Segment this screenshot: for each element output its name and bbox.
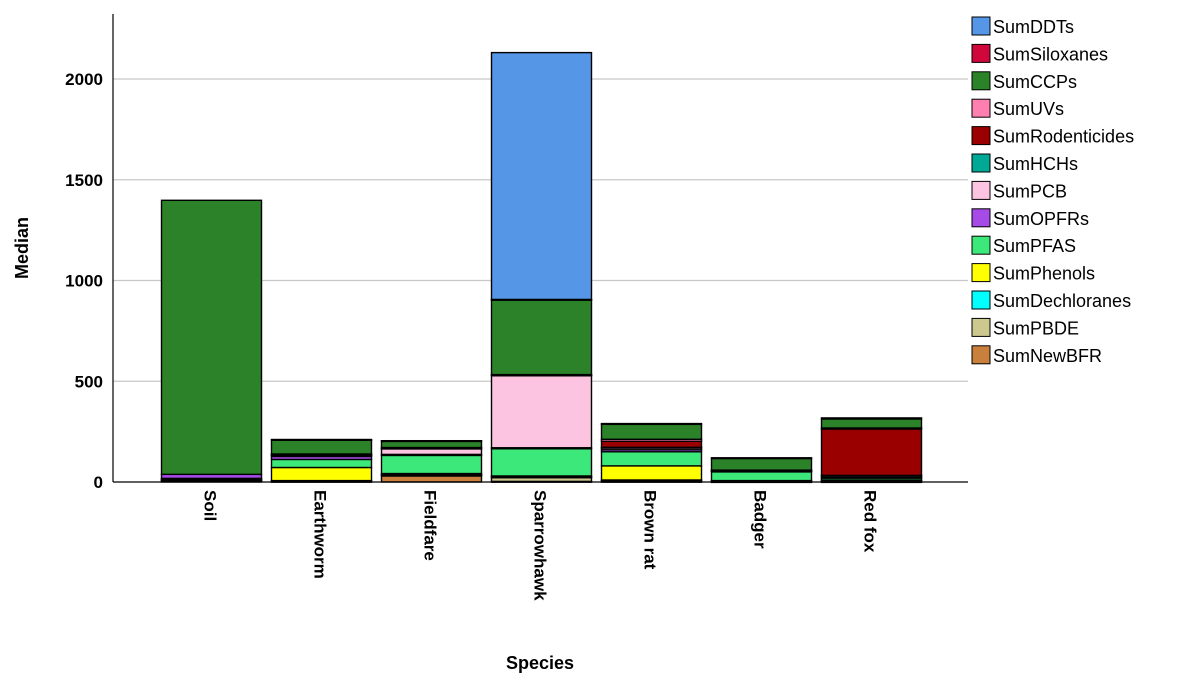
- bar-segment-sumphenols: [270, 466, 373, 482]
- legend-swatch: [971, 235, 991, 255]
- bar-segment-sumsiloxanes: [710, 457, 813, 460]
- legend-item: SumPhenols: [971, 263, 1095, 284]
- bar-segment-sumsiloxanes: [380, 439, 483, 443]
- legend-swatch: [971, 208, 991, 228]
- legend-item: SumOPFRs: [971, 208, 1089, 229]
- legend-swatch: [971, 317, 991, 337]
- x-category-labels: Soil Earthworm Fieldfare Sparrowhawk Brown r…: [201, 490, 880, 601]
- legend-label: SumSiloxanes: [993, 44, 1108, 64]
- legend-item: SumPCB: [971, 180, 1067, 201]
- x-axis-title: Species: [506, 653, 574, 673]
- y-tick-label: 500: [75, 372, 103, 391]
- legend-item: SumPFAS: [971, 235, 1076, 256]
- legend-label: SumPCB: [993, 181, 1067, 201]
- legend-swatch: [971, 16, 991, 36]
- bar-segment-sumpfas: [490, 448, 593, 477]
- bar-segment-sumrodenticides: [600, 440, 703, 449]
- legend-swatch: [971, 98, 991, 118]
- legend-label: SumNewBFR: [993, 346, 1102, 366]
- legend-label: SumOPFRs: [993, 209, 1089, 229]
- legend-swatch: [971, 180, 991, 200]
- bar-segment-sumccps: [820, 418, 923, 429]
- legend-label: SumDechloranes: [993, 291, 1131, 311]
- x-category-label: Brown rat: [641, 490, 660, 570]
- x-category-label: Sparrowhawk: [531, 490, 550, 601]
- y-tick-label: 1000: [65, 272, 103, 291]
- y-tick-label: 2000: [65, 70, 103, 89]
- bars: [160, 51, 923, 484]
- y-tick-label: 0: [94, 473, 103, 492]
- bar-segment-sumccps: [600, 423, 703, 440]
- legend-label: SumUVs: [993, 99, 1064, 119]
- legend-label: SumRodenticides: [993, 127, 1134, 147]
- y-tick-labels: 0 500 1000 1500 2000: [65, 70, 103, 492]
- bar-segment-sumpcb: [490, 374, 593, 449]
- bar-segment-sumddts: [490, 51, 593, 301]
- legend-swatch: [971, 153, 991, 173]
- legend-label: SumHCHs: [993, 154, 1078, 174]
- legend-item: SumCCPs: [971, 71, 1077, 92]
- legend-label: SumCCPs: [993, 72, 1077, 92]
- legend-swatch: [971, 126, 991, 146]
- bar-segment-sumpfas: [270, 458, 373, 469]
- legend-item: SumPBDE: [971, 317, 1079, 338]
- legend-label: SumPFAS: [993, 236, 1076, 256]
- legend-item: SumDDTs: [971, 16, 1074, 37]
- bar-segment-sumpfas: [380, 454, 483, 475]
- legend-item: SumUVs: [971, 98, 1064, 119]
- legend-item: SumRodenticides: [971, 126, 1134, 147]
- y-tick-label: 1500: [65, 171, 103, 190]
- legend-swatch: [971, 263, 991, 283]
- y-axis-title: Median: [12, 217, 32, 279]
- legend-label: SumPBDE: [993, 318, 1079, 338]
- bar-segment-sumccps: [270, 439, 373, 455]
- bar-segment-sumpfas: [600, 451, 703, 467]
- bar-segment-sumrodenticides: [820, 428, 923, 477]
- legend-item: SumHCHs: [971, 153, 1078, 174]
- legend-label: SumPhenols: [993, 264, 1095, 284]
- bar-segment-sumccps: [160, 199, 263, 476]
- bar-segment-sumnewbfr: [380, 475, 483, 483]
- bar-segment-sumphenols: [600, 465, 703, 481]
- x-category-label: Earthworm: [311, 490, 330, 579]
- legend-swatch: [971, 71, 991, 91]
- x-category-label: Soil: [201, 490, 220, 521]
- legend-swatch: [971, 345, 991, 365]
- x-category-label: Red fox: [861, 490, 880, 553]
- legend-swatch: [971, 43, 991, 63]
- axes: [112, 14, 968, 483]
- legend-swatch: [971, 290, 991, 310]
- x-category-label: Badger: [751, 490, 770, 549]
- legend-item: SumSiloxanes: [971, 43, 1108, 64]
- legend-label: SumDDTs: [993, 17, 1074, 37]
- bar-segment-sumsiloxanes: [270, 438, 373, 441]
- bar-segment-sumpfas: [710, 470, 813, 482]
- bar-segment-sumsiloxanes: [600, 422, 703, 426]
- bar-segment-sumccps: [490, 298, 593, 376]
- legend: SumDDTs SumSiloxanes SumCCPs SumUVs SumRoden…: [971, 16, 1134, 366]
- legend-item: SumDechloranes: [971, 290, 1131, 311]
- bar-segment-sumsiloxanes: [820, 417, 923, 420]
- bar-segment-sumccps: [710, 457, 813, 471]
- x-category-label: Fieldfare: [421, 490, 440, 561]
- legend-item: SumNewBFR: [971, 345, 1102, 366]
